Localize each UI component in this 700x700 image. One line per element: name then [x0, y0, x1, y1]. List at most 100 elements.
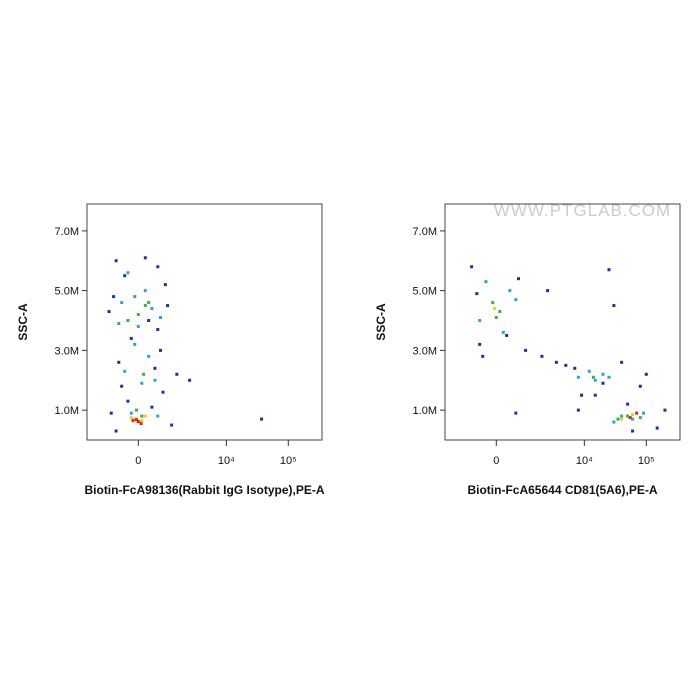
event-dot: [591, 375, 595, 379]
event-dot: [147, 319, 151, 323]
event-dot: [166, 304, 170, 308]
event-dot: [140, 419, 144, 423]
event-dot: [514, 411, 518, 415]
event-dot: [631, 413, 635, 417]
event-dot: [260, 417, 264, 421]
event-dot: [156, 265, 160, 269]
event-dot: [123, 369, 127, 373]
event-dot: [638, 416, 642, 420]
event-dot: [607, 375, 611, 379]
event-dot: [143, 304, 147, 308]
event-dot: [188, 378, 192, 382]
event-dot: [170, 423, 174, 427]
event-dot: [136, 419, 140, 423]
event-dot: [158, 316, 162, 320]
x-tick-label: 0: [493, 455, 499, 467]
event-dot: [498, 310, 502, 314]
event-dot: [163, 283, 167, 287]
event-dot: [593, 393, 597, 397]
event-dot: [129, 416, 133, 420]
event-dot: [470, 265, 474, 269]
event-dot: [580, 393, 584, 397]
event-dot: [631, 429, 635, 433]
event-dot: [612, 420, 616, 424]
event-dot: [107, 310, 111, 314]
event-dot: [140, 414, 144, 418]
event-dot: [641, 411, 645, 415]
event-dot: [620, 360, 624, 364]
event-dot: [123, 274, 127, 278]
plot-frame: [86, 203, 323, 441]
event-dot: [136, 324, 140, 328]
x-axis-title: Biotin-FcA98136(Rabbit IgG Isotype),PE-A: [84, 483, 324, 497]
event-dot: [638, 384, 642, 388]
event-dot: [150, 405, 154, 409]
event-dot: [112, 295, 116, 299]
x-tick-label: 0: [135, 455, 141, 467]
event-dot: [114, 259, 118, 263]
event-dot: [135, 408, 139, 412]
event-dot: [140, 381, 144, 385]
event-dot: [554, 360, 558, 364]
event-dot: [607, 268, 611, 272]
x-tick-label: 10⁴: [576, 455, 593, 467]
y-tick-label: 7.0M: [413, 226, 437, 238]
event-dot: [593, 378, 597, 382]
event-dot: [175, 372, 179, 376]
event-dot: [616, 417, 620, 421]
event-dot: [573, 366, 577, 370]
plot-frame: [444, 203, 681, 441]
event-dot: [139, 422, 143, 426]
event-dot: [475, 292, 479, 296]
event-dot: [135, 418, 139, 422]
event-dot: [156, 414, 160, 418]
event-dot: [126, 399, 130, 403]
event-dot: [635, 411, 639, 415]
event-dot: [153, 366, 157, 370]
event-dot: [120, 301, 124, 305]
event-dot: [663, 408, 667, 412]
event-dot: [143, 256, 147, 260]
x-tick-label: 10⁴: [218, 455, 235, 467]
event-dot: [601, 372, 605, 376]
y-tick-label: 1.0M: [55, 405, 79, 417]
event-dot: [601, 381, 605, 385]
event-dot: [631, 417, 635, 421]
event-dot: [628, 416, 632, 420]
event-dot: [493, 307, 497, 311]
event-dot: [129, 336, 133, 340]
event-dot: [484, 280, 488, 284]
event-dot: [655, 426, 659, 430]
event-dot: [120, 384, 124, 388]
x-tick-label: 10⁵: [638, 455, 655, 467]
event-dot: [587, 369, 591, 373]
event-dot: [147, 301, 151, 305]
event-dot: [494, 316, 498, 320]
event-dot: [546, 289, 550, 293]
event-dot: [514, 298, 518, 302]
event-dot: [129, 411, 133, 415]
y-tick-label: 7.0M: [55, 226, 79, 238]
event-dot: [626, 402, 630, 406]
event-dot: [516, 277, 520, 281]
event-dot: [117, 321, 121, 325]
event-dot: [131, 419, 135, 423]
y-tick-label: 3.0M: [55, 345, 79, 357]
event-dot: [620, 414, 624, 418]
event-dot: [133, 342, 137, 346]
event-dot: [143, 289, 147, 293]
event-dot: [114, 429, 118, 433]
event-dot: [143, 414, 147, 418]
event-dot: [501, 330, 505, 334]
event-dot: [576, 375, 580, 379]
event-dot: [481, 354, 485, 358]
event-dot: [161, 390, 165, 394]
event-dot: [147, 354, 151, 358]
event-dot: [644, 372, 648, 376]
event-dot: [136, 313, 140, 317]
event-dot: [540, 354, 544, 358]
event-dot: [491, 301, 495, 305]
event-dot: [478, 342, 482, 346]
event-dot: [620, 417, 624, 421]
